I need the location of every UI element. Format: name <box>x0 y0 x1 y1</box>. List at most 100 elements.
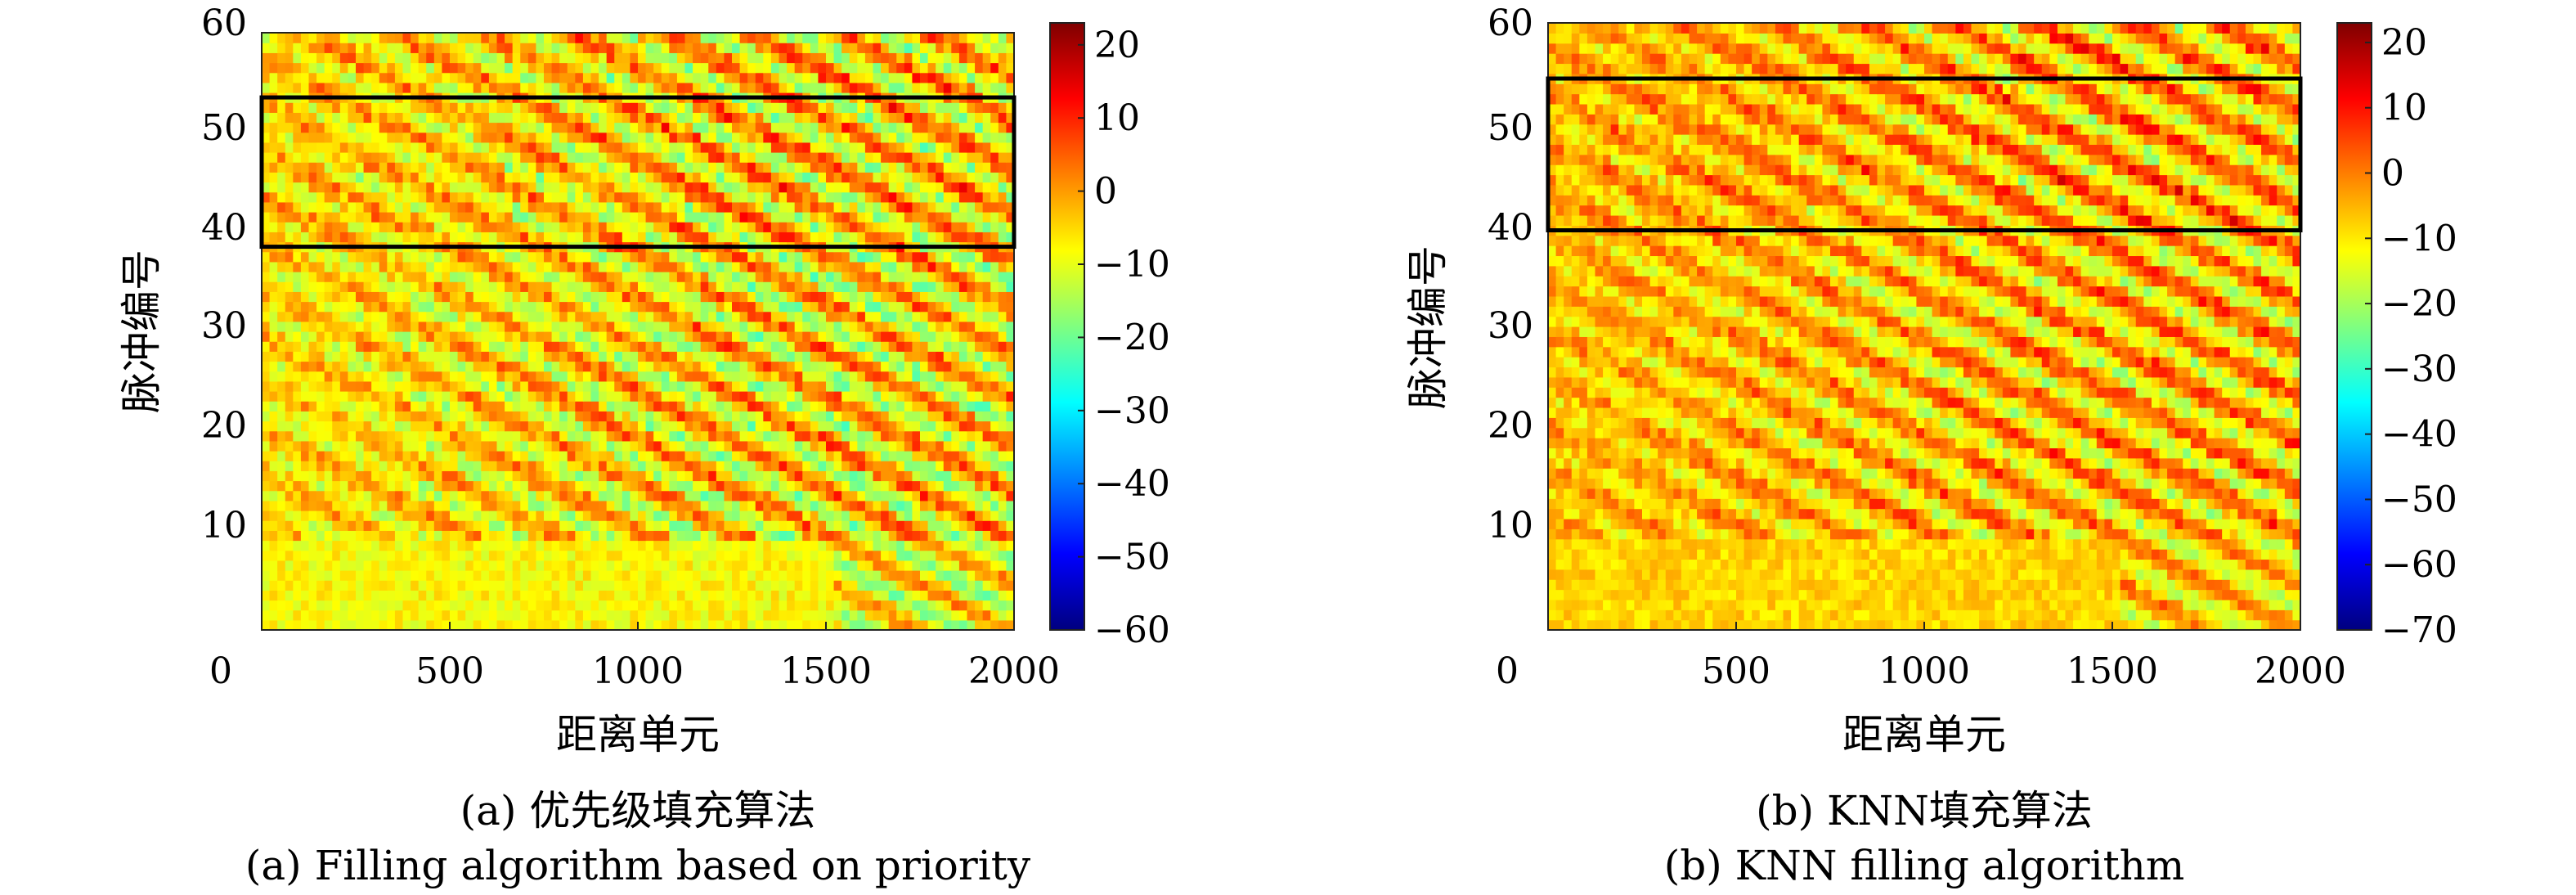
heatmap-cell <box>262 421 271 432</box>
heatmap-cell <box>269 609 278 621</box>
heatmap-cell <box>826 351 835 362</box>
heatmap-cell <box>630 520 639 531</box>
heatmap-cell <box>676 401 686 412</box>
heatmap-cell <box>716 461 725 471</box>
heatmap-cell <box>544 619 553 631</box>
heatmap-cell <box>669 261 678 272</box>
heatmap-cell <box>614 570 623 581</box>
heatmap-cell <box>285 361 294 372</box>
heatmap-cell <box>527 480 537 492</box>
heatmap-cell <box>779 371 788 382</box>
heatmap-cell <box>920 550 929 561</box>
heatmap-cell <box>936 172 945 183</box>
heatmap-cell <box>810 490 819 501</box>
heatmap-cell <box>520 440 529 452</box>
heatmap-cell <box>826 321 835 332</box>
heatmap-cell <box>810 132 819 143</box>
heatmap-cell <box>402 162 411 173</box>
heatmap-cell <box>277 341 286 352</box>
heatmap-cell <box>669 490 678 501</box>
heatmap-cell <box>442 490 451 501</box>
heatmap-cell <box>590 351 599 362</box>
heatmap-cell <box>520 351 529 362</box>
heatmap-cell <box>864 391 874 402</box>
heatmap-cell <box>693 251 702 263</box>
heatmap-cell <box>912 580 921 591</box>
heatmap-cell <box>332 321 341 332</box>
heatmap-cell <box>575 570 584 581</box>
heatmap-cell <box>387 550 396 561</box>
heatmap-cell <box>332 351 341 362</box>
heatmap-cell <box>975 380 984 392</box>
heatmap-cell <box>936 530 945 542</box>
heatmap-cell <box>951 331 960 342</box>
heatmap-cell <box>881 480 890 492</box>
heatmap-cell <box>433 281 443 292</box>
heatmap-cell <box>779 570 788 581</box>
heatmap-cell <box>920 172 929 183</box>
heatmap-cell <box>684 490 693 501</box>
heatmap-cell <box>818 411 827 422</box>
heatmap-cell <box>975 550 984 561</box>
heatmap-cell <box>732 380 741 392</box>
heatmap-cell <box>724 311 733 322</box>
heatmap-cell <box>536 590 545 601</box>
heatmap-cell <box>379 152 388 163</box>
heatmap-cell <box>779 380 788 392</box>
heatmap-cell <box>582 351 592 362</box>
heatmap-cell <box>896 440 905 452</box>
heatmap-cell <box>770 570 780 581</box>
heatmap-cell <box>693 391 702 402</box>
heatmap-cell <box>676 411 686 422</box>
heatmap-cell <box>818 251 827 263</box>
heatmap-cell <box>841 550 850 561</box>
heatmap-cell <box>864 331 874 342</box>
heatmap-cell <box>606 301 615 313</box>
heatmap-cell <box>943 609 952 621</box>
heatmap-cell <box>982 291 991 303</box>
heatmap-cell <box>927 530 936 542</box>
heatmap-cell <box>661 430 670 442</box>
heatmap-cell <box>810 609 819 621</box>
heatmap-cell <box>975 251 984 263</box>
heatmap-cell <box>527 570 537 581</box>
heatmap-cell <box>638 619 647 631</box>
heatmap-cell <box>277 132 286 143</box>
heatmap-cell <box>645 261 654 272</box>
heatmap-cell <box>348 371 357 382</box>
heatmap-cell <box>363 451 372 461</box>
heatmap-cell <box>442 232 451 243</box>
heatmap-cell <box>810 311 819 322</box>
heatmap-cell <box>426 232 435 243</box>
heatmap-cell <box>951 222 960 232</box>
heatmap-cell <box>904 619 913 631</box>
heatmap-cell <box>363 122 372 133</box>
heatmap-cell <box>300 609 310 621</box>
heatmap-cell <box>857 500 866 511</box>
heatmap-cell <box>262 212 271 223</box>
heatmap-cell <box>864 500 874 511</box>
heatmap-cell <box>418 530 427 542</box>
heatmap-cell <box>684 401 693 412</box>
heatmap-cell <box>599 371 608 382</box>
heatmap-cell <box>833 351 842 362</box>
heatmap-cell <box>724 510 733 521</box>
heatmap-cell <box>763 560 772 571</box>
heatmap-cell <box>700 191 709 203</box>
heatmap-cell <box>402 182 411 193</box>
heatmap-cell <box>849 530 858 542</box>
heatmap-cell <box>802 480 811 492</box>
heatmap-cell <box>371 480 380 492</box>
heatmap-cell <box>881 182 890 193</box>
heatmap-cell <box>747 430 756 442</box>
heatmap-cell <box>975 530 984 542</box>
heatmap-cell <box>567 142 576 153</box>
heatmap-cell <box>269 152 278 163</box>
heatmap-cell <box>411 112 420 124</box>
heatmap-cell <box>927 201 936 213</box>
heatmap-cell <box>324 281 333 292</box>
heatmap-cell <box>661 321 670 332</box>
heatmap-cell <box>888 321 897 332</box>
heatmap-cell <box>912 470 921 482</box>
heatmap-cell <box>849 421 858 432</box>
